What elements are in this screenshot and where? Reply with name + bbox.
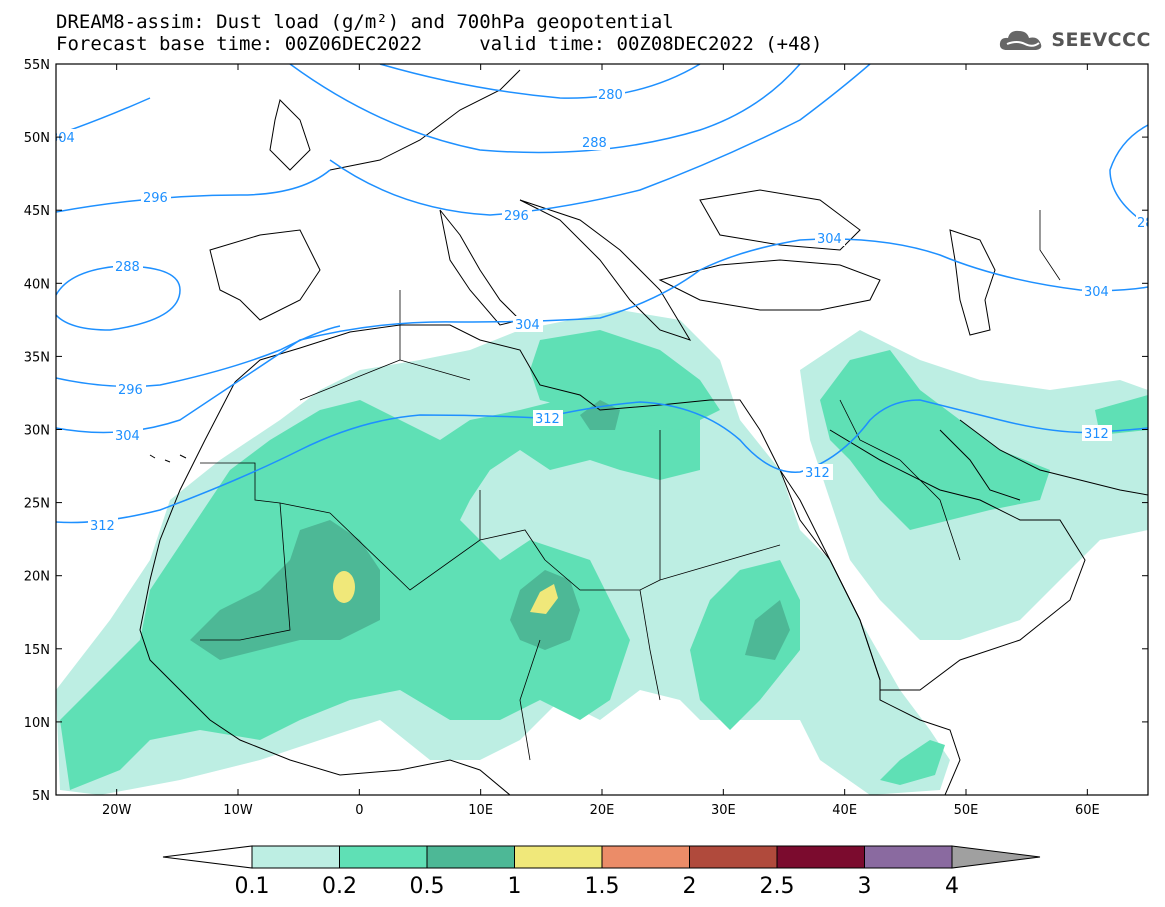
colorbar-label: 3 [858,874,872,899]
contour-label: 288 [1137,216,1162,231]
contour-label: 304 [115,429,140,444]
arabian-peninsula [829,429,1086,691]
contour-label: 288 [582,136,607,151]
dust-mid-region-iraq [820,350,1050,530]
contour-label: 312 [90,519,115,534]
y-tick-label: 25N [24,497,50,512]
contour-label: 296 [504,209,529,224]
britain [269,99,311,171]
colorbar-swatch [864,845,953,869]
y-tick-label: 20N [24,570,50,585]
colorbar-high-arrow [951,845,1041,869]
y-tick-label: 40N [24,277,50,292]
colorbar-label: 4 [945,874,959,899]
iran-coast [959,419,1148,496]
contour-label: 280 [598,88,623,103]
y-tick-label: 35N [24,350,50,365]
europe-north-coast [329,69,521,171]
x-tick-label: 50E [954,803,979,818]
colorbar-swatch [339,845,428,869]
colorbar-swatch [776,845,865,869]
map-ticks: 20W 10W 0 10E 20E 30E 40E 50E 60E 55N 50N 45N 40N 35N… [24,58,1148,818]
cloud-icon [1000,30,1042,50]
contour-label: 304 [1084,285,1109,300]
dust-mid-region-sudan [690,560,800,730]
x-tick-label: 10E [468,803,493,818]
dust-mid-region-med [530,330,720,430]
colorbar-label: 0.2 [322,874,357,899]
dust-peak-mali [333,571,355,603]
balkans-greece [519,199,692,341]
dust-mid-region-horn [880,740,945,785]
colorbar-label: 2.5 [760,874,795,899]
logo-text: SEEVCCC [1051,29,1151,51]
colorbar-label: 1 [508,874,522,899]
colorbar-low-arrow [162,845,253,869]
forecast-times: Forecast base time: 00Z06DEC2022 valid t… [56,33,823,55]
anatolia [658,259,881,311]
colorbar-label: 2 [683,874,697,899]
x-tick-label: 40E [832,803,857,818]
colorbar-swatch [426,845,515,869]
dust-field [56,310,1148,795]
y-tick-label: 55N [24,58,50,73]
contour-288-west [56,265,181,331]
geopotential-contours [56,64,1148,524]
contour-label: 296 [118,383,143,398]
contour-label: 296 [143,191,168,206]
x-tick-label: 0 [355,803,363,818]
colorbar: 0.1 0.2 0.5 1 1.5 2 2.5 3 4 [162,845,1041,899]
west-africa-coast [139,381,511,795]
contour-296-west [56,169,331,213]
contour-280 [379,64,701,99]
contour-east-loop [1109,124,1148,226]
canary-islands [149,454,187,463]
seevccc-logo: SEEVCCC [997,26,1151,54]
y-tick-label: 10N [24,716,50,731]
contour-label: 304 [515,318,540,333]
contour-label: 312 [535,412,560,427]
contour-296-north [329,64,871,216]
dust-high-region-mali [190,520,380,660]
contour-312 [56,399,1148,524]
political-borders [200,210,1061,761]
colorbar-label: 0.5 [410,874,445,899]
caspian-sea [949,229,996,336]
map-area: 280 288 296 304 288 296 304 312 296 304 … [50,64,1162,795]
colorbar-swatch [251,845,340,869]
colorbar-swatch [689,845,778,869]
contour-296-south [56,325,341,388]
colorbar-label: 1.5 [585,874,620,899]
contour-label: 304 [817,232,842,247]
colorbar-swatch [514,845,603,869]
y-tick-label: 15N [24,643,50,658]
dust-peak-chad [530,584,558,614]
contour-label: 312 [1084,427,1109,442]
contour-304-south [56,238,1148,434]
red-sea [779,469,881,681]
x-tick-label: 20E [590,803,615,818]
coastlines-borders [139,69,1148,795]
dust-high-region-sudan [745,600,790,660]
map-title: DREAM8-assim: Dust load (g/m²) and 700hP… [56,11,674,33]
y-tick-label: 45N [24,204,50,219]
contour-label-group: 280 288 296 304 288 296 304 312 296 304 … [50,86,1162,534]
contour-288-north [289,64,801,154]
contour-label: 288 [115,260,140,275]
x-tick-label: 20W [102,803,132,818]
y-tick-label: 30N [24,424,50,439]
y-tick-label: 50N [24,131,50,146]
contour-label: 304 [50,131,75,146]
contour-label: 312 [805,466,830,481]
x-tick-label: 60E [1075,803,1100,818]
x-tick-label: 30E [711,803,736,818]
colorbar-label: 0.1 [235,874,270,899]
colorbar-swatch [601,845,690,869]
y-tick-label: 5N [32,789,50,804]
iberia [209,229,321,321]
dust-high-region-libya [580,400,620,430]
x-tick-label: 10W [223,803,253,818]
persian-gulf [939,429,1021,501]
